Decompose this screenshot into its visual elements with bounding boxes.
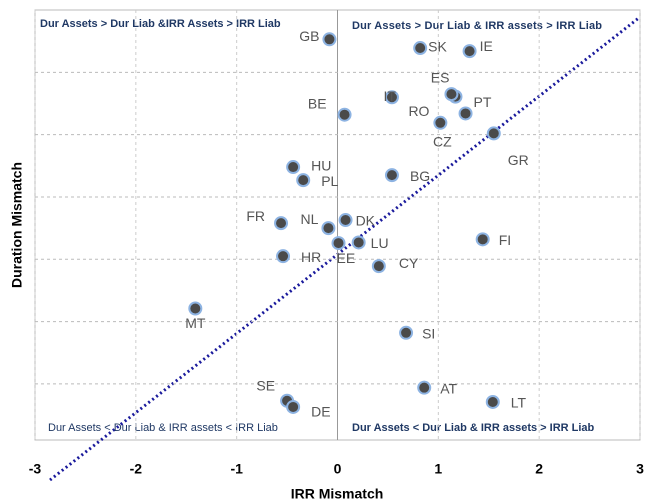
point	[444, 87, 459, 102]
point	[486, 126, 501, 141]
x-tick-label: -1	[230, 461, 243, 477]
point-label: DK	[356, 213, 376, 229]
point	[188, 301, 203, 316]
point	[399, 325, 414, 340]
annotation: Dur Assets > Dur Liab &IRR Assets > IRR …	[40, 18, 281, 30]
point	[458, 106, 473, 121]
point-label: IT	[383, 88, 396, 104]
point	[413, 41, 428, 56]
point	[384, 168, 399, 183]
point-label: BE	[308, 95, 327, 111]
point-label: SI	[422, 326, 435, 342]
x-tick-label: -3	[29, 461, 42, 477]
point-label: CY	[399, 255, 419, 271]
point-label: HR	[301, 249, 321, 265]
point	[274, 216, 289, 231]
x-tick-label: 1	[434, 461, 442, 477]
point	[433, 115, 448, 130]
point-label: PL	[321, 173, 338, 189]
point-label: EE	[337, 250, 356, 266]
point	[485, 394, 500, 409]
point-label: RO	[408, 103, 429, 119]
point-label: HU	[311, 158, 331, 174]
point-label: CZ	[433, 134, 452, 150]
point	[296, 173, 311, 188]
x-tick-label: -2	[130, 461, 143, 477]
point	[417, 380, 432, 395]
point-label: FI	[499, 232, 511, 248]
point	[338, 213, 353, 228]
point-label: LT	[511, 395, 527, 411]
x-tick-label: 2	[535, 461, 543, 477]
point-label: SK	[428, 39, 447, 55]
point-label: ES	[431, 69, 450, 85]
point-label: GB	[299, 28, 319, 44]
point-label: MT	[185, 315, 206, 331]
point-label: GR	[508, 152, 529, 168]
point-label: FR	[246, 208, 265, 224]
point	[462, 44, 477, 59]
point-label: BG	[410, 168, 430, 184]
annotation: Dur Assets < Dur Liab & IRR assets > IRR…	[352, 422, 595, 434]
x-tick-label: 3	[636, 461, 644, 477]
diagonal	[49, 15, 641, 482]
point	[371, 259, 386, 274]
point	[321, 221, 336, 236]
x-tick-label: 0	[334, 461, 342, 477]
point	[384, 90, 399, 105]
x-axis-title: IRR Mismatch	[291, 486, 384, 502]
point-label: AT	[440, 380, 457, 396]
point	[331, 236, 346, 251]
point	[322, 32, 337, 47]
point	[351, 235, 366, 250]
point-label: NL	[301, 211, 319, 227]
point-label: SE	[256, 377, 275, 393]
point	[286, 399, 301, 414]
annotation: Dur Assets < Dur Liab & IRR assets < IRR…	[48, 422, 278, 434]
y-axis-title: Duration Mismatch	[9, 162, 25, 288]
annotation: Dur Assets > Dur Liab & IRR assets > IRR…	[352, 20, 602, 32]
point-label: PT	[474, 94, 492, 110]
point-label: IE	[480, 38, 493, 54]
point	[276, 249, 291, 264]
point	[286, 160, 301, 175]
point-label: LU	[371, 235, 389, 251]
point	[337, 107, 352, 122]
point	[475, 232, 490, 247]
point-label: DE	[311, 404, 330, 420]
